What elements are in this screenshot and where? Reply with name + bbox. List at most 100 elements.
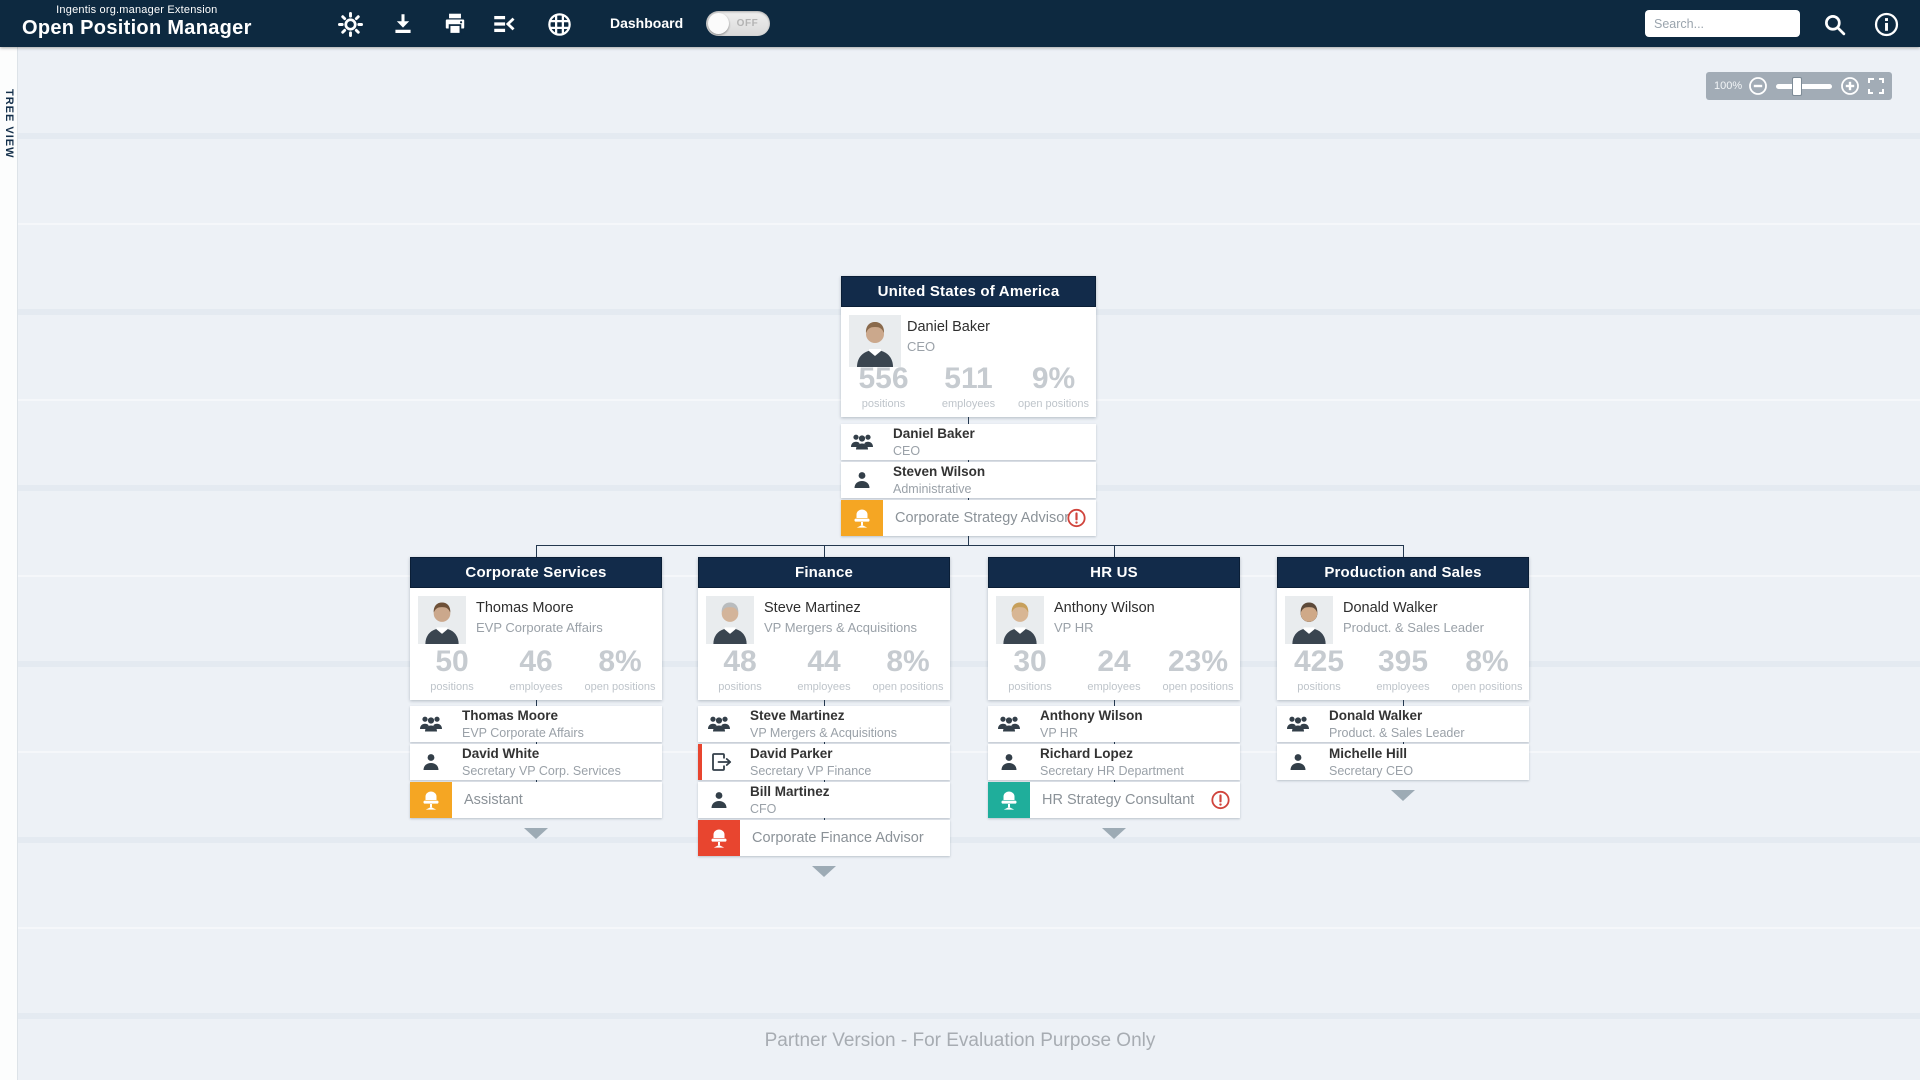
org-row[interactable]: Michelle Hill Secretary CEO xyxy=(1277,744,1529,780)
expander-arrow[interactable] xyxy=(524,828,548,839)
connector-line xyxy=(1403,545,1404,557)
person-icon xyxy=(1277,744,1319,780)
manager-name: Donald Walker xyxy=(1343,600,1438,616)
row-name: Michelle Hill xyxy=(1329,746,1408,762)
org-row[interactable]: Steve Martinez VP Mergers & Acquisitions xyxy=(698,706,950,742)
app-subtitle: Ingentis org.manager Extension xyxy=(56,4,218,16)
org-row[interactable]: Bill Martinez CFO xyxy=(698,782,950,818)
download-icon[interactable] xyxy=(389,10,417,38)
person-icon xyxy=(988,744,1030,780)
manager-role: CEO xyxy=(907,339,936,354)
row-name: Thomas Moore xyxy=(462,708,559,724)
org-row-open-position[interactable]: HR Strategy Consultant xyxy=(988,782,1240,818)
org-row-open-position[interactable]: Corporate Finance Advisor xyxy=(698,820,950,856)
stat-positions: 30 positions xyxy=(1008,645,1052,694)
warning-icon xyxy=(1211,790,1230,810)
expander-arrow[interactable] xyxy=(1102,828,1126,839)
stats-row: 48 positions 44 employees 8% open positi… xyxy=(698,645,950,694)
org-row[interactable]: Thomas Moore EVP Corporate Affairs xyxy=(410,706,662,742)
treeview-label: TREE VIEW xyxy=(3,89,15,159)
open-position-title: Assistant xyxy=(464,792,523,808)
department-icon xyxy=(988,706,1030,742)
info-icon[interactable] xyxy=(1872,10,1900,38)
manager-role: VP HR xyxy=(1054,620,1094,635)
stat-open-positions: 8% open positions xyxy=(872,645,944,694)
zoom-level: 100% xyxy=(1714,80,1743,92)
row-name: Bill Martinez xyxy=(750,784,830,800)
org-card-usa[interactable]: United States of America Daniel Baker CE… xyxy=(841,276,1096,417)
open-position-icon xyxy=(841,500,883,536)
org-row-open-position[interactable]: Corporate Strategy Advisor xyxy=(841,500,1096,536)
org-card-hr-us[interactable]: HR US Anthony Wilson VP HR 30 positio xyxy=(988,557,1240,700)
print-icon[interactable] xyxy=(441,10,469,38)
stat-open-positions: 8% open positions xyxy=(584,645,656,694)
row-name: Steve Martinez xyxy=(750,708,845,724)
stats-row: 556 positions 511 employees 9% open posi… xyxy=(841,362,1096,411)
department-icon xyxy=(698,706,740,742)
warning-icon xyxy=(1067,508,1086,528)
globe-icon[interactable] xyxy=(545,10,573,38)
manager-name: Daniel Baker xyxy=(907,319,991,335)
org-card-corporate-services[interactable]: Corporate Services Thomas Moore EVP Corp… xyxy=(410,557,662,700)
manager-name: Anthony Wilson xyxy=(1054,600,1155,616)
expander-arrow[interactable] xyxy=(812,866,836,877)
footer-watermark: Partner Version - For Evaluation Purpose… xyxy=(764,1030,1156,1051)
row-role: Secretary VP Corp. Services xyxy=(462,763,621,778)
zoom-slider-handle[interactable] xyxy=(1792,76,1802,96)
card-body: Steve Martinez VP Mergers & Acquisitions… xyxy=(698,588,950,700)
zoom-slider[interactable] xyxy=(1776,76,1832,96)
zoom-out-button[interactable] xyxy=(1748,76,1768,96)
row-name: Daniel Baker xyxy=(893,426,975,442)
toggle-knob[interactable] xyxy=(708,13,729,34)
org-row[interactable]: Steven Wilson Administrative xyxy=(841,462,1096,498)
dashboard-toggle[interactable]: OFF xyxy=(706,11,770,36)
stat-open-positions: 8% open positions xyxy=(1451,645,1523,694)
connector-line xyxy=(536,700,537,786)
avatar xyxy=(418,596,466,649)
search-input[interactable] xyxy=(1645,10,1800,37)
stat-positions: 556 positions xyxy=(858,362,909,411)
legend-icon[interactable] xyxy=(490,10,518,38)
connector-line xyxy=(1114,700,1115,786)
row-name: David Parker xyxy=(750,746,833,762)
org-row[interactable]: Richard Lopez Secretary HR Department xyxy=(988,744,1240,780)
department-icon xyxy=(841,424,883,460)
org-row-open-position[interactable]: Assistant xyxy=(410,782,662,818)
row-role: Secretary HR Department xyxy=(1040,763,1184,778)
department-title: Corporate Services xyxy=(465,564,607,581)
org-card-production-sales[interactable]: Production and Sales Donald Walker Produ… xyxy=(1277,557,1529,700)
stat-positions: 50 positions xyxy=(430,645,474,694)
department-icon xyxy=(410,706,452,742)
card-body: Anthony Wilson VP HR 30 positions 24 emp… xyxy=(988,588,1240,700)
fit-screen-button[interactable] xyxy=(1868,78,1884,94)
manager-role: VP Mergers & Acquisitions xyxy=(764,620,917,635)
stat-open-positions: 23% open positions xyxy=(1162,645,1234,694)
org-row[interactable]: Donald Walker Product. & Sales Leader xyxy=(1277,706,1529,742)
department-title: United States of America xyxy=(877,283,1060,300)
person-icon xyxy=(410,744,452,780)
treeview-tab[interactable]: TREE VIEW xyxy=(0,47,18,1080)
header-bar: Ingentis org.manager Extension Open Posi… xyxy=(0,0,1920,47)
person-icon xyxy=(698,782,740,818)
app-logo: Ingentis org.manager Extension Open Posi… xyxy=(22,4,252,40)
row-name: David White xyxy=(462,746,540,762)
zoom-in-button[interactable] xyxy=(1840,76,1860,96)
search-icon[interactable] xyxy=(1820,10,1848,38)
org-row[interactable]: David White Secretary VP Corp. Services xyxy=(410,744,662,780)
expander-arrow[interactable] xyxy=(1391,790,1415,801)
settings-icon[interactable] xyxy=(336,10,364,38)
org-row[interactable]: Daniel Baker CEO xyxy=(841,424,1096,460)
open-position-icon xyxy=(698,820,740,856)
org-card-finance[interactable]: Finance Steve Martinez VP Mergers & Acqu… xyxy=(698,557,950,700)
open-position-title: Corporate Finance Advisor xyxy=(752,830,924,846)
org-row-leaving[interactable]: David Parker Secretary VP Finance xyxy=(698,744,950,780)
manager-name: Steve Martinez xyxy=(764,600,861,616)
stats-row: 30 positions 24 employees 23% open posit… xyxy=(988,645,1240,694)
stats-row: 425 positions 395 employees 8% open posi… xyxy=(1277,645,1529,694)
org-canvas[interactable]: 100% United States o xyxy=(0,47,1920,1080)
department-title: Finance xyxy=(794,564,854,581)
org-row[interactable]: Anthony Wilson VP HR xyxy=(988,706,1240,742)
department-title: Production and Sales xyxy=(1324,564,1482,581)
avatar xyxy=(1285,596,1333,649)
department-icon xyxy=(1277,706,1319,742)
